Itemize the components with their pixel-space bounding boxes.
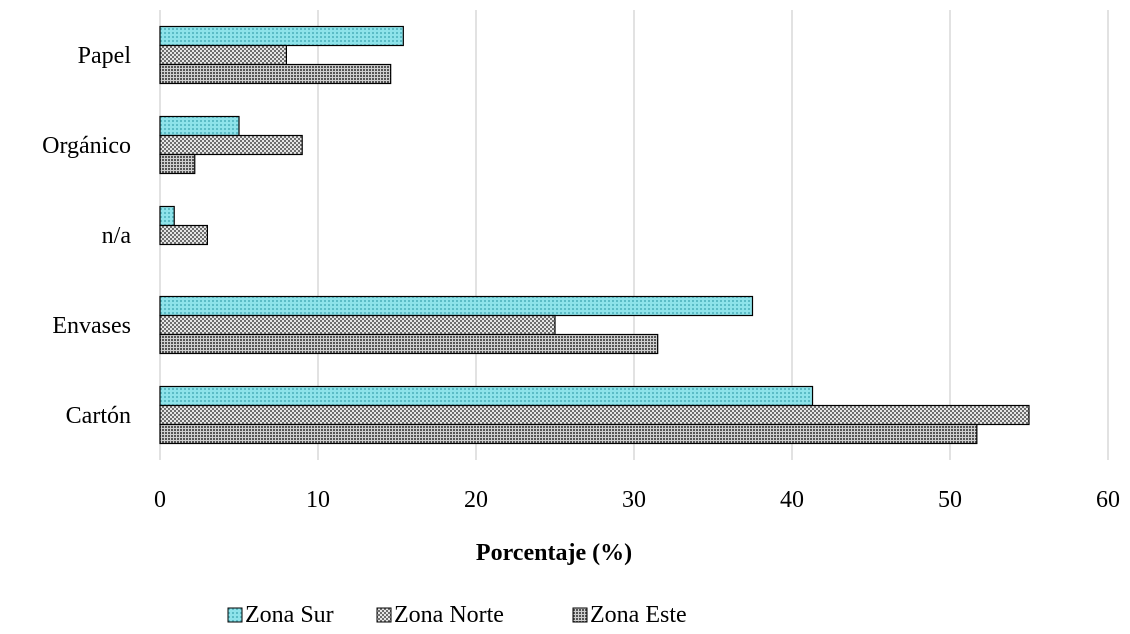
x-tick-label: 60: [1096, 487, 1120, 513]
bar-zona-sur: [159, 25, 404, 47]
bar-zona-sur: [159, 295, 754, 317]
legend: Zona Sur Zona Norte Zona Este: [227, 602, 687, 628]
y-tick-label: Cartón: [66, 403, 131, 429]
y-tick-label: n/a: [102, 223, 132, 249]
bar-zona-norte: [159, 134, 303, 156]
y-tick-label: Envases: [52, 313, 131, 339]
legend-swatch: [376, 607, 392, 623]
x-tick-label: 0: [154, 487, 166, 513]
bar-zona-este: [159, 423, 978, 445]
bar-zona-este: [159, 153, 196, 175]
bar-zona-norte: [159, 404, 1030, 426]
legend-label: Zona Sur: [245, 602, 334, 628]
bar-zona-sur: [159, 205, 175, 227]
legend-swatch: [572, 607, 588, 623]
x-tick-label: 20: [464, 487, 488, 513]
bar-zona-norte: [159, 314, 556, 336]
legend-swatch: [227, 607, 243, 623]
gridlines: [159, 10, 1109, 460]
bars: [159, 25, 1030, 445]
x-tick-label: 40: [780, 487, 804, 513]
bar-zona-este: [159, 63, 392, 85]
x-tick-label: 50: [938, 487, 962, 513]
x-axis-title: Porcentaje (%): [476, 540, 632, 566]
bar-zona-este: [159, 333, 659, 355]
legend-label: Zona Norte: [394, 602, 504, 628]
bar-zona-sur: [159, 385, 814, 407]
legend-label: Zona Este: [590, 602, 687, 628]
y-tick-label: Orgánico: [42, 133, 131, 159]
x-tick-labels: 0 10 20 30 40 50 60: [154, 487, 1120, 513]
y-tick-labels: Cartón Envases n/a Orgánico Papel: [42, 43, 131, 429]
bar-zona-norte: [159, 224, 209, 246]
x-tick-label: 10: [306, 487, 330, 513]
y-tick-label: Papel: [78, 43, 132, 69]
x-tick-label: 30: [622, 487, 646, 513]
bar-zona-sur: [159, 115, 240, 137]
bar-zona-norte: [159, 44, 288, 66]
